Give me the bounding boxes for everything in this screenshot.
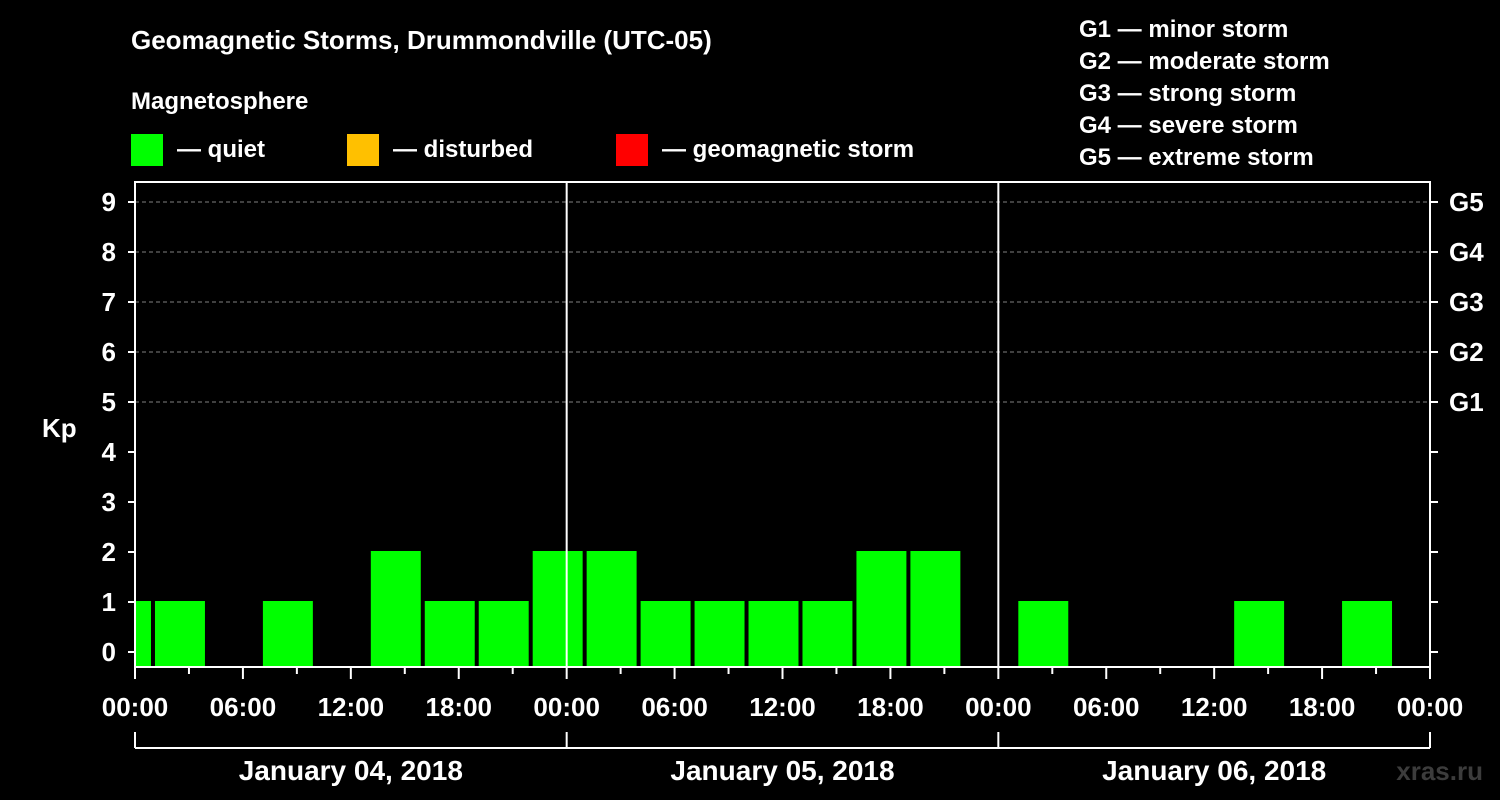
kp-bar-14	[856, 551, 907, 667]
legend-swatch-quiet	[131, 134, 163, 166]
kp-bar-21	[1234, 601, 1285, 667]
storm-level-label-G2: G2	[1449, 337, 1484, 367]
kp-bar-9	[586, 551, 637, 667]
legend: — quiet — disturbed — geomagnetic storm	[131, 134, 914, 166]
y-tick-label-4: 4	[102, 437, 117, 467]
kp-bar-10	[640, 601, 691, 667]
storm-scale-g2: G2 — moderate storm	[1079, 48, 1330, 75]
x-tick-label-11: 18:00	[1289, 692, 1356, 722]
y-tick-label-6: 6	[102, 337, 116, 367]
x-tick-label-2: 12:00	[318, 692, 385, 722]
legend-label-storm: — geomagnetic storm	[662, 136, 914, 163]
x-tick-label-1: 06:00	[210, 692, 277, 722]
legend-swatch-disturbed	[347, 134, 379, 166]
x-tick-label-6: 12:00	[749, 692, 816, 722]
x-tick-label-12: 00:00	[1397, 692, 1464, 722]
y-tick-label-1: 1	[102, 587, 116, 617]
y-tick-label-8: 8	[102, 237, 116, 267]
kp-bar-0	[136, 601, 151, 667]
x-tick-label-4: 00:00	[533, 692, 600, 722]
x-tick-label-7: 18:00	[857, 692, 924, 722]
y-tick-label-5: 5	[102, 387, 116, 417]
storm-level-label-G4: G4	[1449, 237, 1484, 267]
plot-frame	[134, 181, 1431, 668]
kp-bar-15	[910, 551, 961, 667]
storm-scale-g4: G4 — severe storm	[1079, 112, 1298, 139]
legend-swatch-storm	[616, 134, 648, 166]
kp-bar-17	[1018, 601, 1069, 667]
x-tick-label-3: 18:00	[426, 692, 493, 722]
y-axis-label: Kp	[42, 413, 77, 443]
kp-bar-11	[694, 601, 745, 667]
x-tick-label-0: 00:00	[102, 692, 169, 722]
storm-scale-legend: G1 — minor storm G2 — moderate storm G3 …	[1079, 16, 1330, 171]
x-tick-label-5: 06:00	[641, 692, 708, 722]
chart-title: Geomagnetic Storms, Drummondville (UTC-0…	[131, 25, 712, 55]
storm-scale-g3: G3 — strong storm	[1079, 80, 1296, 107]
y-tick-label-0: 0	[102, 637, 116, 667]
kp-bar-1	[154, 601, 205, 667]
storm-level-label-G1: G1	[1449, 387, 1484, 417]
y-tick-label-7: 7	[102, 287, 116, 317]
storm-level-label-G3: G3	[1449, 287, 1484, 317]
storm-level-label-G5: G5	[1449, 187, 1484, 217]
y-tick-label-3: 3	[102, 487, 116, 517]
magnetosphere-heading: Magnetosphere	[131, 88, 308, 115]
kp-bar-23	[1342, 601, 1393, 667]
kp-bar-3	[262, 601, 313, 667]
day-label-1: January 04, 2018	[239, 755, 463, 786]
kp-bar-6	[424, 601, 475, 667]
legend-label-disturbed: — disturbed	[393, 136, 533, 163]
kp-bar-8	[532, 551, 583, 667]
day-label-2: January 05, 2018	[670, 755, 894, 786]
day-label-3: January 06, 2018	[1102, 755, 1326, 786]
storm-scale-g1: G1 — minor storm	[1079, 16, 1288, 43]
y-tick-label-2: 2	[102, 537, 116, 567]
storm-scale-g5: G5 — extreme storm	[1079, 144, 1314, 171]
kp-bar-7	[478, 601, 529, 667]
kp-bar-12	[748, 601, 799, 667]
kp-bar-13	[802, 601, 853, 667]
x-tick-label-8: 00:00	[965, 692, 1032, 722]
kp-bar-5	[370, 551, 421, 667]
x-tick-label-10: 12:00	[1181, 692, 1248, 722]
x-tick-label-9: 06:00	[1073, 692, 1140, 722]
watermark: xras.ru	[1396, 756, 1483, 786]
legend-label-quiet: — quiet	[177, 136, 265, 163]
y-tick-label-9: 9	[102, 187, 116, 217]
plot-area: 0 1 2 3 4 5 6 7 8 9 G1 G2 G3 G4 G5 00:00 06:00 12:00 18:00…	[102, 181, 1484, 786]
